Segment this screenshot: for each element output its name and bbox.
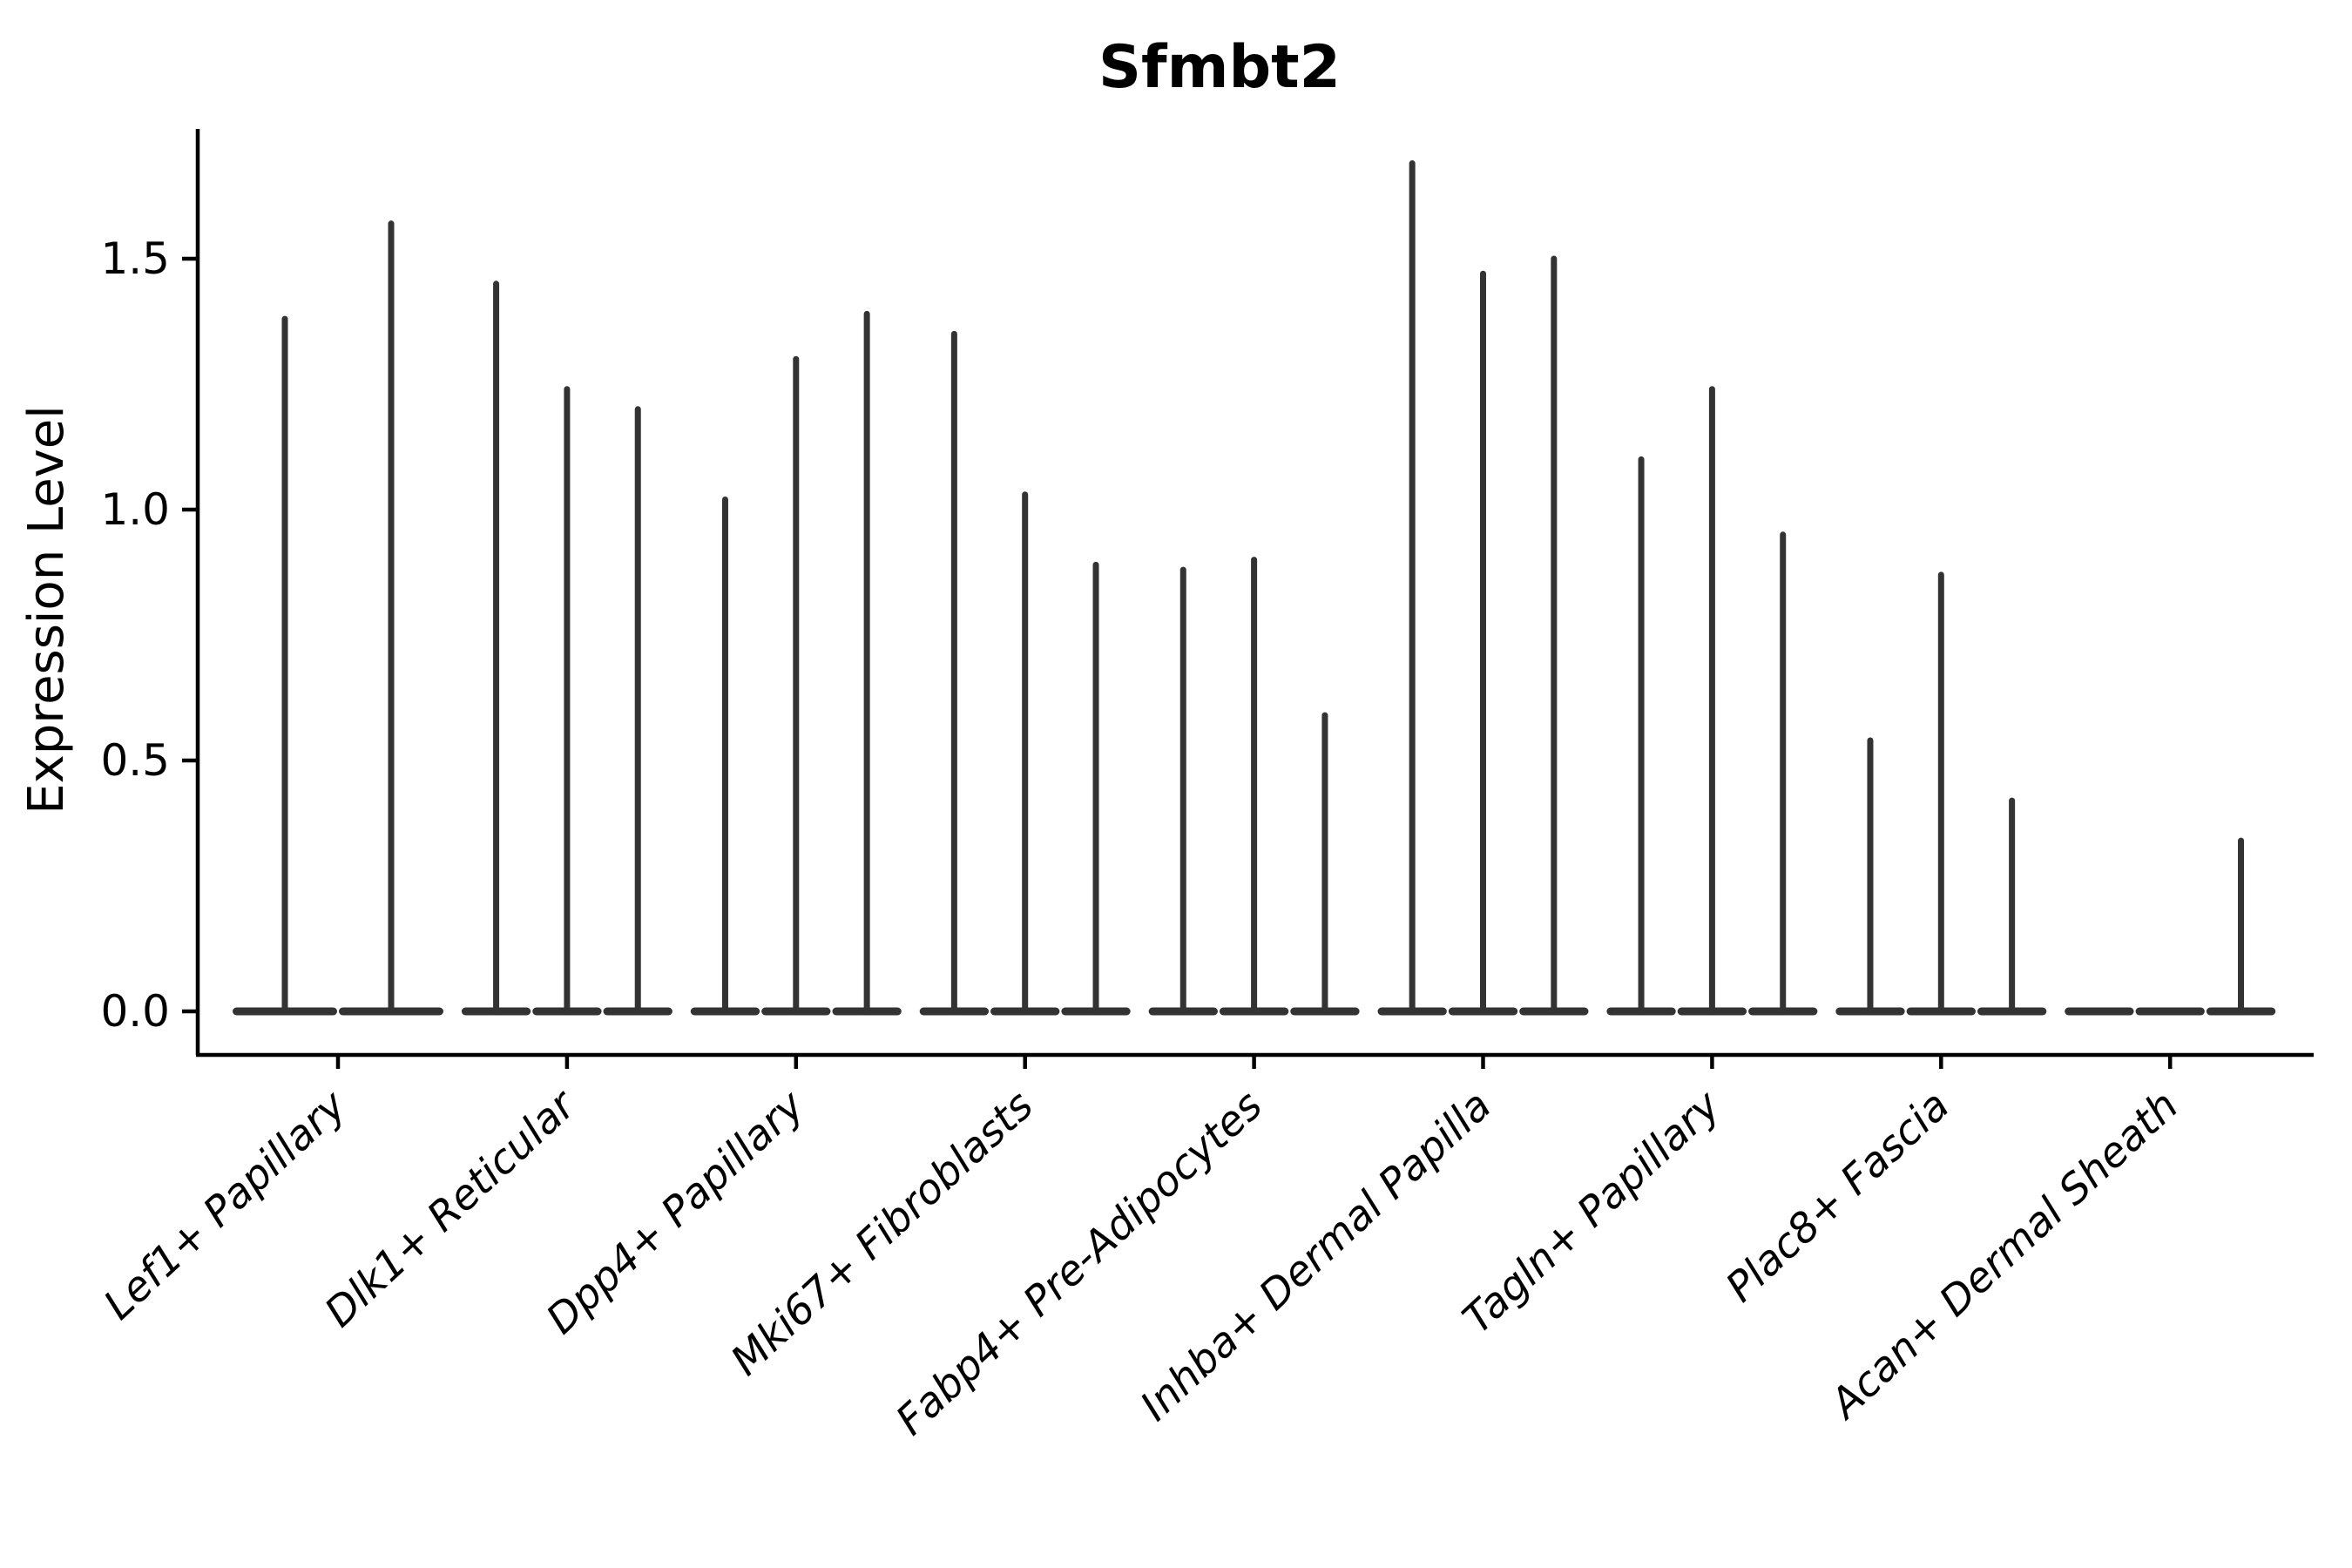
violin-group: [233, 220, 443, 1016]
y-axis-ticks: 0.0 0.5 1.0 1.5: [100, 233, 198, 1037]
y-tick-label: 1.0: [100, 484, 170, 535]
violin-group: [690, 310, 902, 1016]
violin-base: [2135, 1007, 2205, 1016]
x-axis-ticks: [335, 1055, 2173, 1069]
y-axis-label: Expression Level: [18, 405, 75, 814]
y-tick-label: 0.0: [100, 986, 170, 1037]
violin-group: [1377, 160, 1589, 1016]
violin-group: [919, 330, 1131, 1016]
violin-group: [461, 280, 672, 1016]
violin-group: [2065, 837, 2276, 1016]
y-tick-label: 1.5: [100, 233, 170, 284]
x-tick-label: Plac8+ Fascia: [1717, 1082, 1959, 1312]
violin-group: [1606, 386, 1818, 1016]
chart-title: Sfmbt2: [1098, 33, 1341, 102]
y-tick-label: 0.5: [100, 735, 170, 786]
violin-glyphs: [233, 160, 2276, 1016]
violin-group: [1148, 557, 1360, 1016]
x-tick-label: Lef1+ Papillary: [95, 1081, 356, 1329]
x-tick-label: Dlk1+ Reticular: [316, 1080, 586, 1337]
x-tick-label: Fabp4+ Pre-Adipocytes: [887, 1082, 1272, 1445]
violin-group: [1835, 571, 2047, 1016]
violin-base: [2065, 1007, 2134, 1016]
